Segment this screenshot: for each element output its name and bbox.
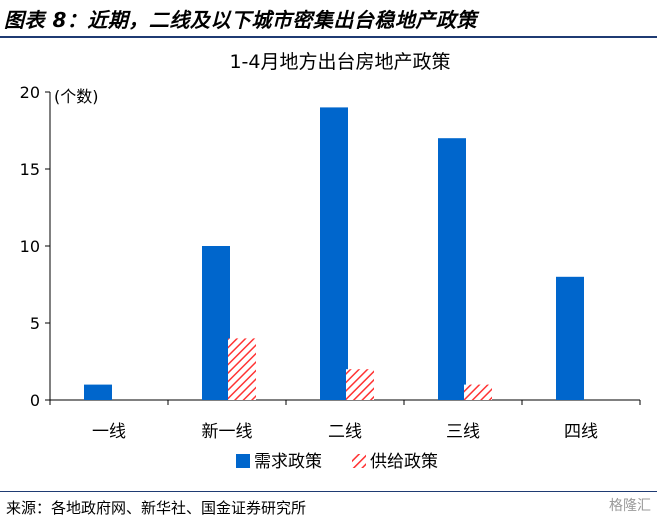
bar-supply	[228, 338, 256, 400]
x-category-label: 二线	[328, 422, 362, 442]
legend-label: 需求政策	[254, 452, 322, 472]
bar-demand	[438, 138, 466, 400]
legend-swatch	[352, 454, 366, 468]
figure-title: 图表 8：近期，二线及以下城市密集出台稳地产政策	[4, 8, 477, 32]
watermark: 格隆汇	[609, 498, 651, 514]
legend-label: 供给政策	[370, 452, 438, 472]
bar-demand	[320, 107, 348, 401]
source-rule	[0, 491, 657, 492]
y-tick-label: 20	[20, 83, 40, 102]
y-tick-label: 15	[20, 160, 40, 179]
y-axis-label: (个数)	[54, 87, 99, 106]
bar-demand	[84, 384, 112, 400]
source-note: 来源：各地政府网、新华社、国金证券研究所	[6, 499, 307, 517]
chart-title: 1-4月地方出台房地产政策	[229, 51, 450, 73]
bar-demand	[556, 276, 584, 400]
x-category-label: 新一线	[202, 422, 253, 442]
y-tick-label: 10	[20, 237, 40, 256]
title-rule	[0, 36, 657, 38]
y-tick-label: 0	[30, 391, 40, 410]
x-category-label: 四线	[564, 422, 598, 442]
bar-demand	[202, 246, 230, 400]
bar-supply	[464, 384, 492, 400]
x-category-label: 三线	[446, 422, 480, 442]
legend-swatch	[236, 454, 250, 468]
y-tick-label: 5	[30, 314, 40, 333]
bar-supply	[346, 369, 374, 400]
x-category-label: 一线	[92, 422, 126, 442]
bar-chart: 1-4月地方出台房地产政策 (个数) 0 5 10 15 20 一线 新一线 二线 三线 四线需求…	[20, 51, 641, 472]
